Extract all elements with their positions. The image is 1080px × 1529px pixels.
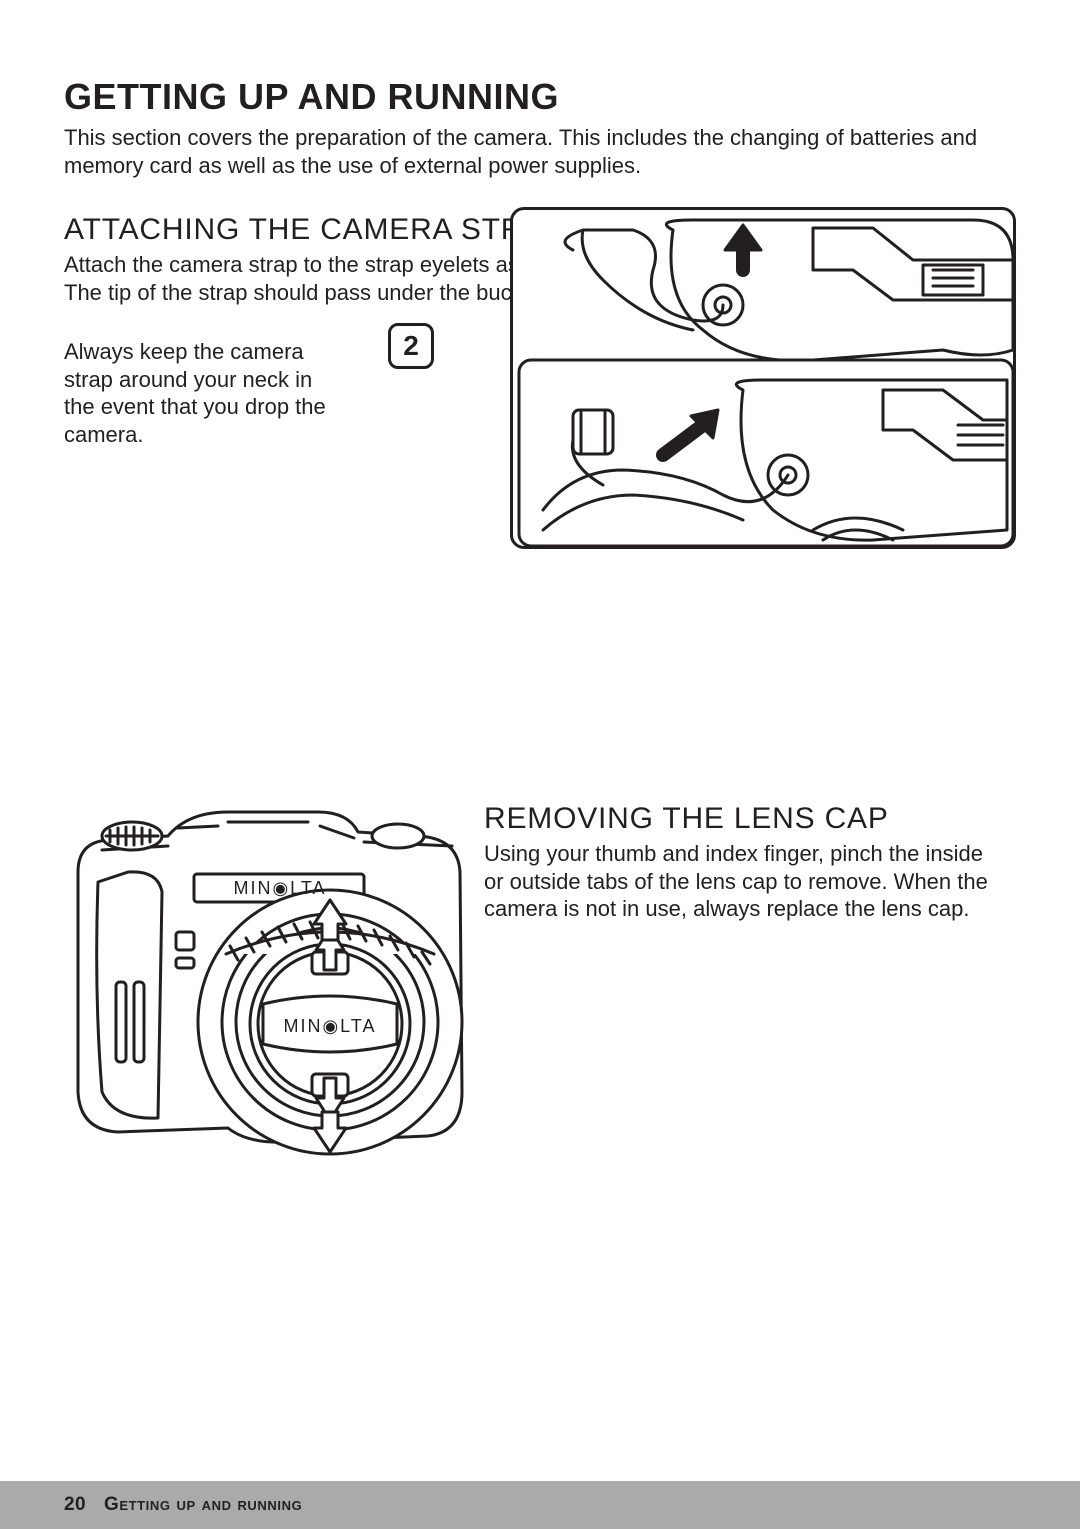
brand-label-top: MIN◉LTA: [233, 878, 326, 898]
brand-label-cap: MIN◉LTA: [283, 1016, 376, 1036]
lenscap-paragraph: Using your thumb and index finger, pinch…: [484, 840, 1004, 923]
lenscap-heading: REMOVING THE LENS CAP: [484, 802, 1004, 836]
strap-illustration: [510, 207, 1016, 549]
camera-svg: MIN◉LTA MIN◉LTA: [58, 792, 478, 1202]
camera-illustration: MIN◉LTA MIN◉LTA: [58, 792, 478, 1202]
page-number: 20: [64, 1494, 86, 1516]
strap-paragraph-2: Always keep the camera strap around your…: [64, 338, 344, 448]
strap-section: ATTACHING THE CAMERA STRAP Attach the ca…: [64, 213, 1016, 448]
manual-page: GETTING UP AND RUNNING This section cove…: [0, 0, 1080, 1529]
intro-paragraph: This section covers the preparation of t…: [64, 124, 1016, 179]
footer-section-label: Getting up and running: [104, 1494, 302, 1516]
strap-svg: [513, 210, 1019, 552]
page-title: GETTING UP AND RUNNING: [64, 76, 1016, 118]
page-footer: 20 Getting up and running: [0, 1481, 1080, 1529]
callout-badge-2: 2: [388, 323, 434, 369]
